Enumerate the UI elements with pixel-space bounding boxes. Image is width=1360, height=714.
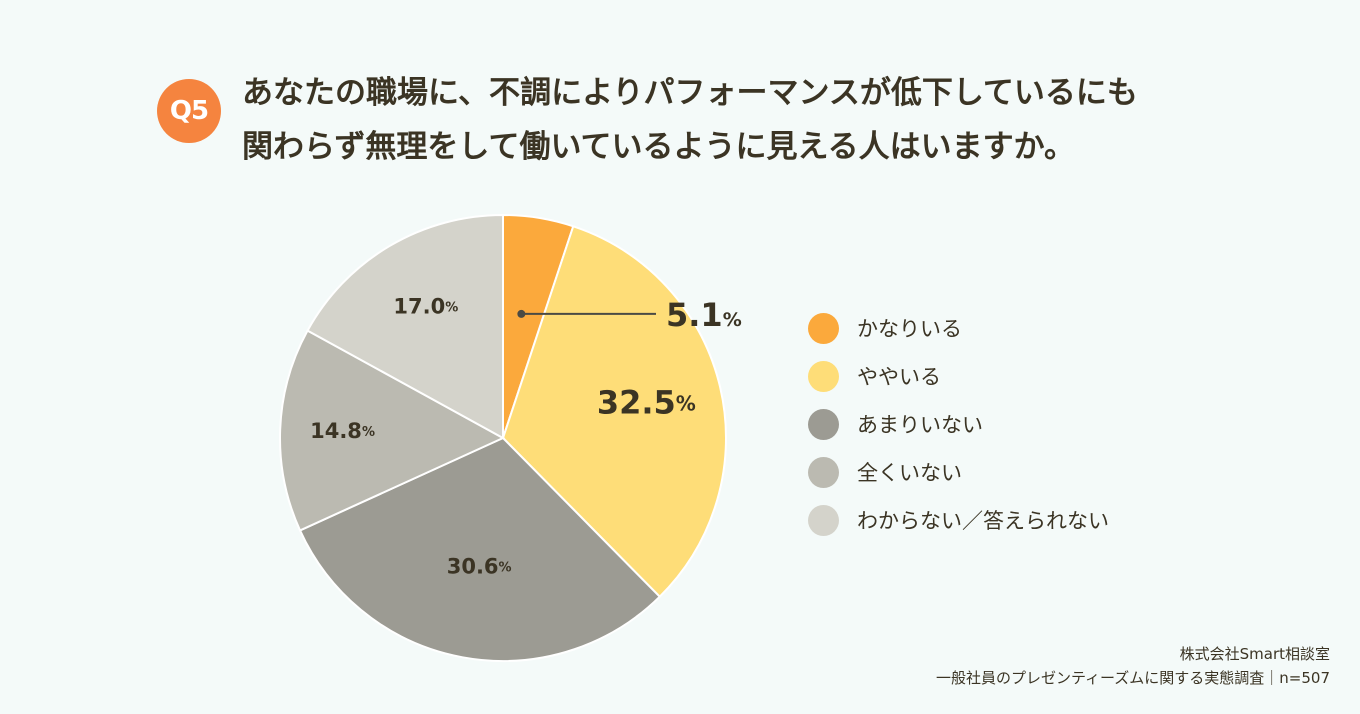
legend-swatch: [808, 360, 839, 392]
question-badge: Q5: [157, 79, 221, 143]
chart-legend: かなりいる ややいる あまりいない 全くいない わからない／答えられない: [808, 304, 1109, 544]
legend-swatch: [808, 504, 839, 536]
legend-item: かなりいる: [808, 304, 1109, 352]
legend-item: 全くいない: [808, 448, 1109, 496]
question-title-line-2: 関わらず無理をして働いているように見える人はいますか。: [242, 129, 1075, 165]
pie-slice: [298, 436, 662, 662]
legend-label: わからない／答えられない: [857, 509, 1109, 533]
legend-swatch: [808, 408, 839, 440]
source-footer: 株式会社Smart相談室 一般社員のプレゼンティーズムに関する実態調査｜n=50…: [936, 642, 1330, 690]
legend-label: あまりいない: [857, 413, 983, 437]
slice-value-label: 30.6%: [447, 554, 512, 578]
legend-label: 全くいない: [857, 461, 962, 485]
slice-value-label: 17.0%: [393, 294, 458, 318]
legend-item: あまりいない: [808, 400, 1109, 448]
pie-slice: [279, 329, 506, 532]
legend-label: ややいる: [857, 365, 941, 389]
slice-value-label: 14.8%: [310, 419, 375, 443]
legend-swatch: [808, 312, 839, 344]
pie-slice: [501, 225, 727, 599]
company-name: 株式会社Smart相談室: [1179, 645, 1330, 663]
legend-swatch: [808, 456, 839, 488]
legend-item: わからない／答えられない: [808, 496, 1109, 544]
question-title: あなたの職場に、不調によりパフォーマンスが低下しているにも 関わらず無理をして働…: [242, 66, 1138, 174]
survey-source: 一般社員のプレゼンティーズムに関する実態調査｜n=507: [935, 669, 1330, 687]
legend-item: ややいる: [808, 352, 1109, 400]
legend-label: かなりいる: [857, 317, 962, 341]
slice-value-label: 5.1%: [666, 296, 742, 334]
slice-value-label: 32.5%: [597, 384, 696, 422]
question-title-line-1: あなたの職場に、不調によりパフォーマンスが低下しているにも: [242, 75, 1138, 111]
pie-slice: [306, 213, 504, 440]
